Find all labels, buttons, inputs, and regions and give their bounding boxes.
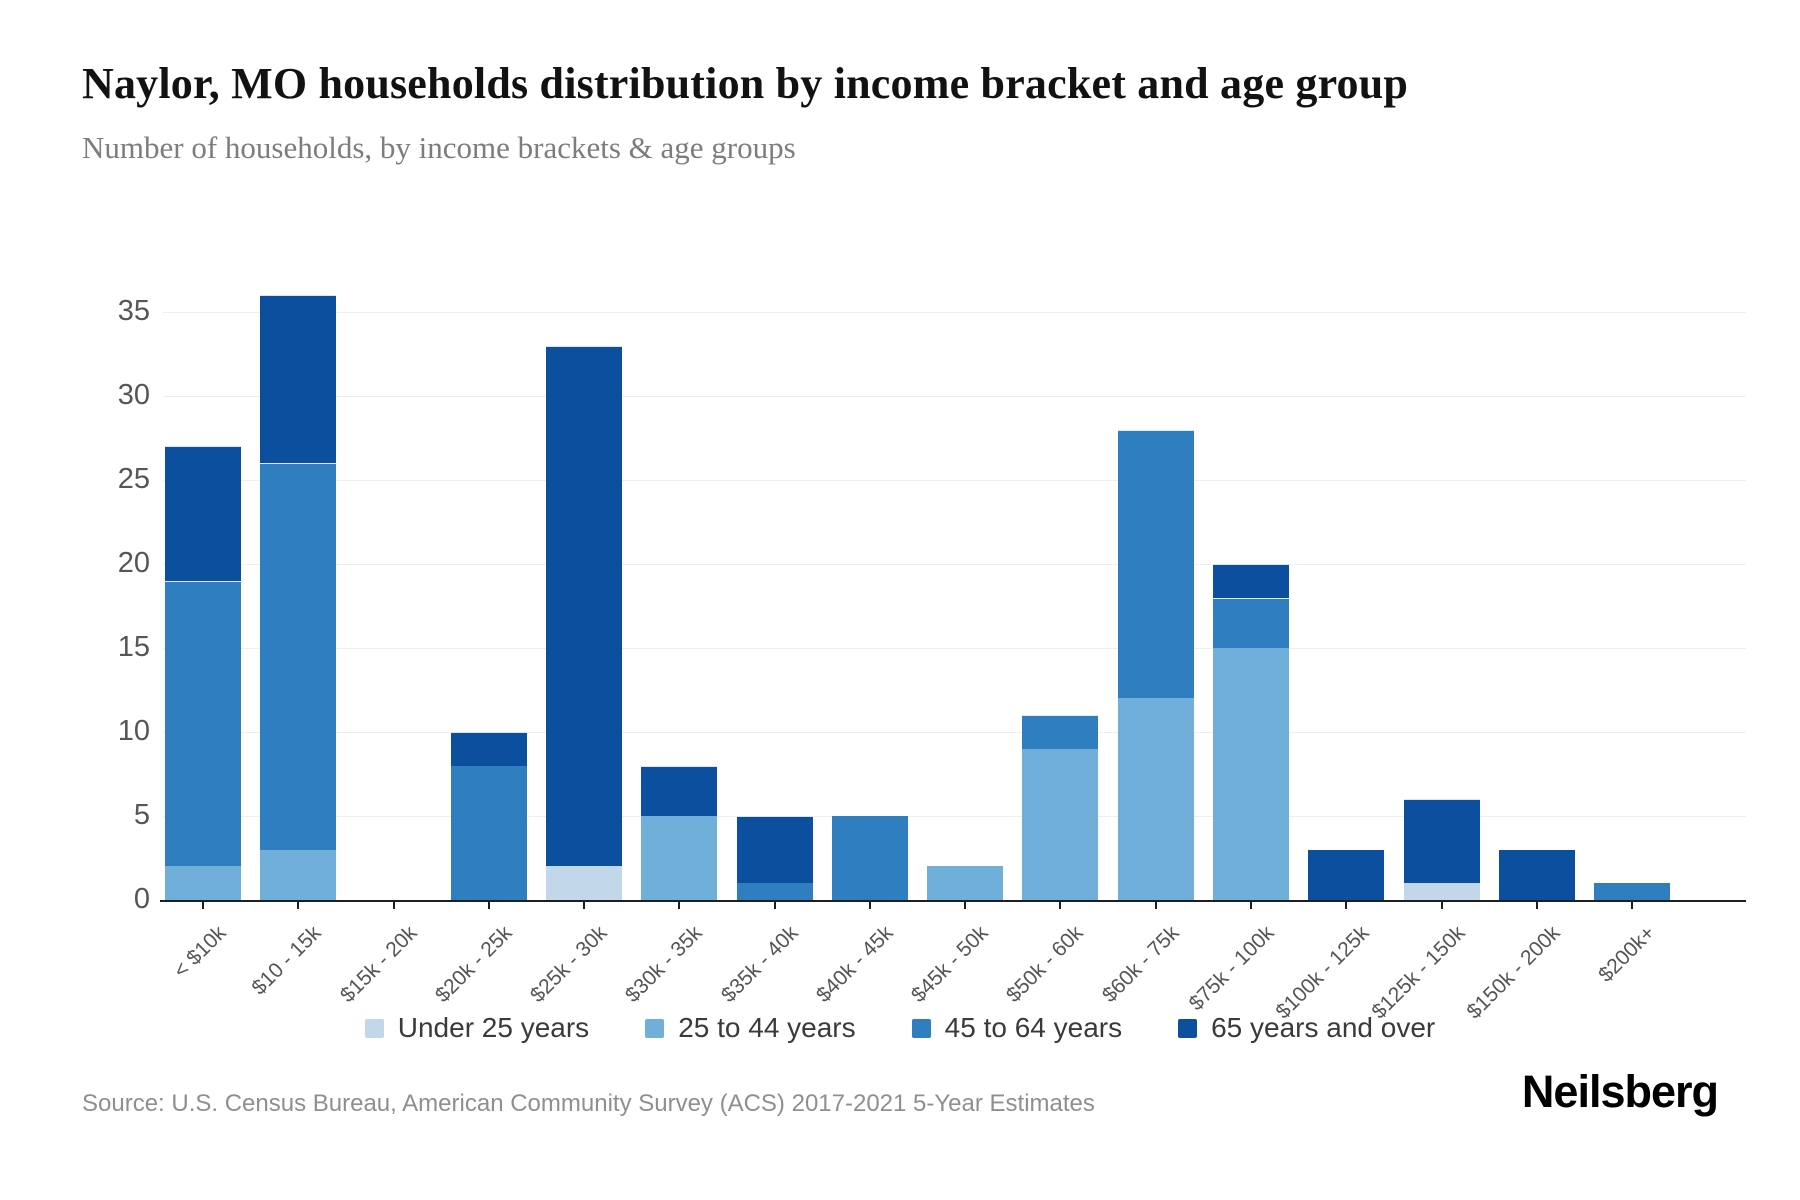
gridline [163,480,1746,481]
legend-swatch [364,1018,384,1038]
bar-3 [356,0,432,900]
x-tick-mark [964,902,967,909]
bar-segment [831,816,908,900]
bar-segment [260,463,337,850]
bar-16 [1594,0,1671,900]
y-axis-label: 30 [117,379,150,411]
x-axis-line [160,900,1746,902]
bar-11 [1117,0,1194,900]
bar-segment [1308,849,1385,900]
x-tick-mark [1535,902,1538,909]
bar-segment [165,446,241,581]
x-tick-mark [868,902,871,909]
neilsberg-logo: Neilsberg [1521,1066,1719,1117]
bar-segment [260,849,337,900]
bar-segment [1594,883,1671,900]
legend-item: 45 to 64 years [911,1012,1123,1044]
legend-label: 25 to 44 years [678,1012,856,1043]
y-axis-label: 10 [117,715,150,747]
bar-6 [641,0,718,900]
legend-item: Under 25 years [364,1012,590,1044]
bar-13 [1308,0,1385,900]
bar-segment [1022,715,1099,749]
bar-segment [1212,564,1289,598]
bar-segment [165,866,241,900]
chart-title: Naylor, MO households distribution by in… [82,59,1409,108]
bar-segment [1117,698,1194,900]
legend-label: 45 to 64 years [944,1012,1123,1043]
x-tick-mark [1345,902,1348,909]
chart-subtitle: Number of households, by income brackets… [82,130,796,165]
bar-segment [450,732,527,766]
x-tick-mark [1249,902,1252,909]
legend: Under 25 years 25 to 44 years 45 to 64 yea… [0,1012,1800,1044]
bar-segment [1212,597,1289,648]
x-tick-mark [1154,902,1157,909]
x-tick-mark [1059,902,1062,909]
bar-segment [546,866,623,900]
bar-segment [1403,799,1480,884]
bar-15 [1498,0,1575,900]
bar-5 [546,0,623,900]
x-tick-mark [1631,902,1634,909]
bar-segment [260,295,337,464]
legend-swatch [1178,1018,1198,1038]
bar-segment [450,765,527,900]
gridline [163,816,1746,817]
gridline [163,564,1746,565]
x-tick-mark [392,902,395,909]
bar-4 [450,0,527,900]
x-tick-mark [1440,902,1443,909]
x-tick-mark [678,902,681,909]
y-axis-label: 15 [117,631,150,663]
bar-2 [260,0,337,900]
gridline [163,396,1746,397]
gridline [163,312,1746,313]
x-tick-mark [773,902,776,909]
legend-item: 65 years and over [1178,1012,1435,1044]
gridline [163,648,1746,649]
x-tick-mark [202,902,204,909]
legend-swatch [911,1018,931,1038]
y-axis-label: 20 [117,547,150,579]
bar-segment [1212,648,1289,900]
bar-segment [736,816,813,884]
bar-segment [1022,748,1099,900]
legend-label: 65 years and over [1211,1012,1436,1043]
bar-segment [927,866,1004,900]
bar-segment [641,765,718,816]
bar-segment [1117,429,1194,699]
bar-10 [1022,0,1099,900]
legend-item: 25 to 44 years [645,1012,856,1044]
legend-swatch [645,1018,665,1038]
legend-label: Under 25 years [397,1012,590,1043]
x-tick-mark [487,902,490,909]
bar-segment [1403,883,1480,900]
bar-segment [1498,849,1575,900]
bar-8 [831,0,908,900]
bar-14 [1403,0,1480,900]
x-tick-mark [297,902,300,909]
y-axis-label: 5 [133,799,150,831]
bar-1 [165,0,241,900]
bar-segment [165,580,241,867]
y-axis-label: 0 [133,883,150,915]
bar-segment [736,883,813,900]
bar-12 [1212,0,1289,900]
bar-segment [546,345,623,867]
bar-segment [641,816,718,900]
x-tick-mark [583,902,586,909]
y-axis-label: 35 [117,295,150,327]
y-axis-label: 25 [117,463,150,495]
source-note: Source: U.S. Census Bureau, American Com… [82,1090,1095,1117]
bar-9 [927,0,1004,900]
gridline [163,732,1746,733]
bar-7 [736,0,813,900]
